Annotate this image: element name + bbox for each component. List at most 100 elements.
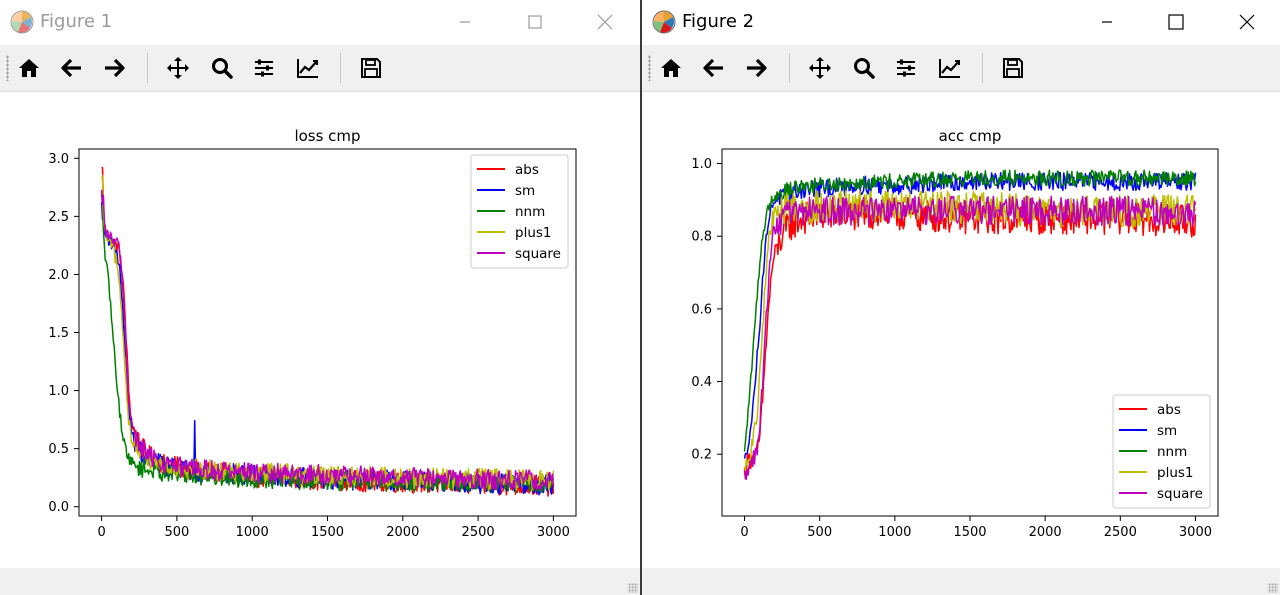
x-tick-label: 2000 xyxy=(386,525,419,540)
x-tick-label: 3000 xyxy=(1179,525,1212,540)
matplotlib-logo-icon xyxy=(652,10,676,34)
home-button[interactable] xyxy=(654,51,688,85)
chart-title: acc cmp xyxy=(939,127,1002,145)
legend-label-abs: abs xyxy=(515,162,539,178)
y-tick-label: 3.0 xyxy=(48,152,69,167)
x-tick-label: 3000 xyxy=(537,525,570,540)
save-button[interactable] xyxy=(996,51,1030,85)
minimize-icon xyxy=(460,21,470,23)
save-button[interactable] xyxy=(354,51,388,85)
series-line-sm xyxy=(743,171,1197,459)
zoom-icon xyxy=(212,58,233,79)
legend-label-square: square xyxy=(515,246,561,262)
y-tick-label: 0.6 xyxy=(691,302,712,317)
save-icon xyxy=(361,58,381,78)
forward-icon xyxy=(105,58,125,78)
figure-canvas[interactable]: loss cmp 0 500 1000 1500 2000 2500 3000 0.0 0.5 1.… xyxy=(0,92,640,568)
toolbar-separator xyxy=(147,53,148,83)
maximize-button[interactable] xyxy=(1153,0,1199,44)
chart-title: loss cmp xyxy=(294,127,360,145)
pan-button[interactable] xyxy=(803,51,837,85)
edit-axis-icon xyxy=(939,59,960,78)
maximize-icon xyxy=(528,15,542,29)
maximize-icon xyxy=(1168,14,1184,30)
matplotlib-logo-icon xyxy=(10,10,34,34)
x-tick-label: 1000 xyxy=(236,525,269,540)
y-tick-label: 0.5 xyxy=(48,442,69,457)
back-button[interactable] xyxy=(55,51,89,85)
legend-label-sm: sm xyxy=(1157,423,1177,439)
series-line-square xyxy=(743,195,1197,480)
x-tick-label: 500 xyxy=(807,525,832,540)
y-tick-label: 1.0 xyxy=(48,384,69,399)
home-icon xyxy=(661,59,681,77)
y-tick-label: 1.0 xyxy=(691,157,712,172)
back-icon xyxy=(703,58,723,78)
title-bar[interactable]: Figure 1 xyxy=(0,0,640,44)
y-tick-label: 2.5 xyxy=(48,210,69,225)
pan-icon xyxy=(167,57,189,79)
plot-lines xyxy=(743,169,1197,480)
x-tick-label: 1000 xyxy=(878,525,911,540)
x-tick-label: 1500 xyxy=(311,525,344,540)
close-icon xyxy=(597,14,613,30)
legend-label-nnm: nnm xyxy=(515,204,545,220)
y-tick-label: 0.4 xyxy=(691,375,712,390)
title-bar[interactable]: Figure 2 xyxy=(642,0,1280,44)
x-tick-label: 1500 xyxy=(953,525,986,540)
figure-canvas[interactable]: acc cmp 0 500 1000 1500 2000 2500 3000 0.2 0.4 0.6… xyxy=(642,92,1280,568)
y-tick-label: 1.5 xyxy=(48,326,69,341)
toolbar-grip[interactable] xyxy=(6,55,9,81)
loss-chart[interactable]: loss cmp 0 500 1000 1500 2000 2500 3000 0.0 0.5 1.… xyxy=(0,92,640,568)
toolbar-separator xyxy=(982,53,983,83)
forward-button[interactable] xyxy=(739,51,773,85)
configure-subplots-icon xyxy=(255,59,273,77)
edit-axis-icon xyxy=(297,59,318,78)
y-tick-label: 0.8 xyxy=(691,230,712,245)
forward-icon xyxy=(747,58,767,78)
plot-lines xyxy=(100,166,555,497)
x-tick-label: 0 xyxy=(97,525,105,540)
edit-axis-button[interactable] xyxy=(291,51,325,85)
figure-2-window[interactable]: Figure 2 xyxy=(642,0,1280,595)
zoom-icon xyxy=(854,58,875,79)
window-title: Figure 1 xyxy=(40,11,113,32)
legend: abs sm nnm plus1 square xyxy=(470,154,569,269)
x-tick-label: 2500 xyxy=(462,525,495,540)
legend-label-plus1: plus1 xyxy=(1157,465,1194,481)
toolbar-grip[interactable] xyxy=(648,55,651,81)
series-line-nnm xyxy=(743,169,1197,452)
minimize-icon xyxy=(1102,21,1112,23)
configure-subplots-button[interactable] xyxy=(889,51,923,85)
legend: abs sm nnm plus1 square xyxy=(1112,394,1211,509)
zoom-button[interactable] xyxy=(205,51,239,85)
zoom-button[interactable] xyxy=(847,51,881,85)
close-button[interactable] xyxy=(582,0,628,44)
home-button[interactable] xyxy=(12,51,46,85)
edit-axis-button[interactable] xyxy=(933,51,967,85)
minimize-button[interactable] xyxy=(442,0,488,44)
y-tick-label: 0.0 xyxy=(48,500,69,515)
minimize-button[interactable] xyxy=(1084,0,1130,44)
close-button[interactable] xyxy=(1224,0,1270,44)
legend-label-sm: sm xyxy=(515,183,535,199)
figure-1-window[interactable]: Figure 1 xyxy=(0,0,640,595)
navigation-toolbar xyxy=(642,45,1280,92)
legend-label-abs: abs xyxy=(1157,402,1181,418)
home-icon xyxy=(19,59,39,77)
back-button[interactable] xyxy=(697,51,731,85)
y-tick-label: 2.0 xyxy=(48,268,69,283)
status-bar xyxy=(0,568,640,595)
window-divider xyxy=(640,0,642,595)
y-tick-label: 0.2 xyxy=(691,448,712,463)
forward-button[interactable] xyxy=(97,51,131,85)
maximize-button[interactable] xyxy=(512,0,558,44)
pan-button[interactable] xyxy=(161,51,195,85)
back-icon xyxy=(61,58,81,78)
configure-subplots-button[interactable] xyxy=(247,51,281,85)
resize-grip[interactable] xyxy=(1268,583,1278,593)
accuracy-chart[interactable]: acc cmp 0 500 1000 1500 2000 2500 3000 0.2 0.4 0.6… xyxy=(642,92,1280,568)
x-tick-label: 2000 xyxy=(1029,525,1062,540)
resize-grip[interactable] xyxy=(628,583,638,593)
close-icon xyxy=(1239,14,1255,30)
